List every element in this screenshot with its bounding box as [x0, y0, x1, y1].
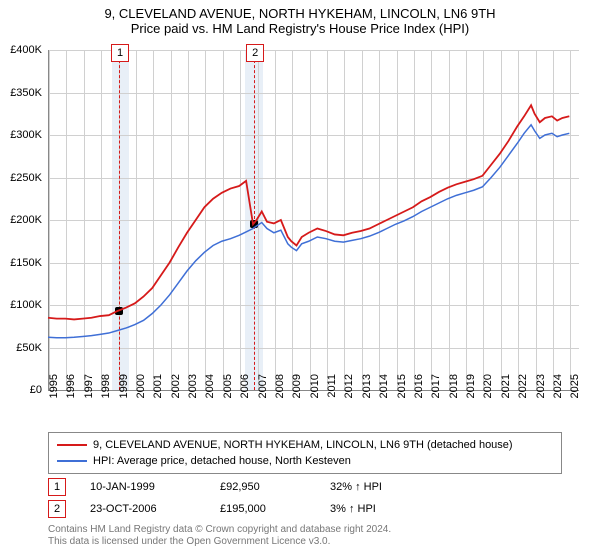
footer-line2: This data is licensed under the Open Gov… — [48, 536, 391, 548]
x-tick-label: 2002 — [170, 374, 182, 414]
x-tick-label: 2003 — [187, 374, 199, 414]
x-tick-label: 2016 — [413, 374, 425, 414]
x-tick-label: 2015 — [396, 374, 408, 414]
transaction-price: £92,950 — [220, 481, 330, 493]
transaction-date: 10-JAN-1999 — [90, 481, 220, 493]
x-tick-label: 2008 — [274, 374, 286, 414]
chart-container: 9, CLEVELAND AVENUE, NORTH HYKEHAM, LINC… — [0, 0, 600, 560]
x-tick-label: 2005 — [222, 374, 234, 414]
x-tick-label: 2014 — [378, 374, 390, 414]
x-tick-label: 2012 — [343, 374, 355, 414]
chart-area: 12 £0£50K£100K£150K£200K£250K£300K£350K£… — [48, 50, 578, 390]
title-block: 9, CLEVELAND AVENUE, NORTH HYKEHAM, LINC… — [0, 0, 600, 36]
x-tick-label: 2011 — [326, 374, 338, 414]
legend-row: 9, CLEVELAND AVENUE, NORTH HYKEHAM, LINC… — [57, 437, 553, 453]
legend-box: 9, CLEVELAND AVENUE, NORTH HYKEHAM, LINC… — [48, 432, 562, 474]
x-tick-label: 1997 — [83, 374, 95, 414]
x-tick-label: 1996 — [65, 374, 77, 414]
transaction-price: £195,000 — [220, 503, 330, 515]
x-tick-label: 2001 — [152, 374, 164, 414]
legend-swatch — [57, 444, 87, 446]
y-tick-label: £400K — [0, 44, 42, 56]
line-layer — [48, 50, 578, 390]
footer-attribution: Contains HM Land Registry data © Crown c… — [48, 524, 391, 548]
transaction-delta: 3% ↑ HPI — [330, 503, 440, 515]
transaction-delta: 32% ↑ HPI — [330, 481, 440, 493]
y-tick-label: £200K — [0, 214, 42, 226]
transaction-flag: 1 — [48, 478, 66, 496]
x-tick-label: 2024 — [552, 374, 564, 414]
y-tick-label: £0 — [0, 384, 42, 396]
x-tick-label: 2019 — [465, 374, 477, 414]
y-tick-label: £100K — [0, 299, 42, 311]
x-tick-label: 2000 — [135, 374, 147, 414]
x-tick-label: 2010 — [309, 374, 321, 414]
legend-label: HPI: Average price, detached house, Nort… — [93, 455, 351, 467]
transaction-row: 2 23-OCT-2006£195,0003% ↑ HPI — [48, 498, 558, 520]
x-tick-label: 2006 — [239, 374, 251, 414]
x-tick-label: 2022 — [517, 374, 529, 414]
legend-swatch — [57, 460, 87, 462]
x-tick-label: 1995 — [48, 374, 60, 414]
series-line — [48, 125, 569, 338]
x-tick-label: 2021 — [500, 374, 512, 414]
series-line — [48, 105, 569, 319]
transaction-table: 1 10-JAN-1999£92,95032% ↑ HPI 2 23-OCT-2006… — [48, 476, 558, 520]
x-tick-label: 2013 — [361, 374, 373, 414]
y-tick-label: £300K — [0, 129, 42, 141]
legend-row: HPI: Average price, detached house, Nort… — [57, 453, 553, 469]
transaction-date: 23-OCT-2006 — [90, 503, 220, 515]
legend-label: 9, CLEVELAND AVENUE, NORTH HYKEHAM, LINC… — [93, 439, 513, 451]
title-subtitle: Price paid vs. HM Land Registry's House … — [0, 21, 600, 36]
y-tick-label: £50K — [0, 342, 42, 354]
x-tick-label: 2004 — [204, 374, 216, 414]
x-tick-label: 2017 — [430, 374, 442, 414]
footer-line1: Contains HM Land Registry data © Crown c… — [48, 524, 391, 536]
x-tick-label: 2020 — [482, 374, 494, 414]
transaction-flag: 2 — [48, 500, 66, 518]
x-tick-label: 2025 — [569, 374, 581, 414]
transaction-row: 1 10-JAN-1999£92,95032% ↑ HPI — [48, 476, 558, 498]
x-tick-label: 2007 — [257, 374, 269, 414]
x-tick-label: 1999 — [118, 374, 130, 414]
y-tick-label: £250K — [0, 172, 42, 184]
x-tick-label: 2009 — [291, 374, 303, 414]
y-tick-label: £150K — [0, 257, 42, 269]
x-tick-label: 1998 — [100, 374, 112, 414]
title-address: 9, CLEVELAND AVENUE, NORTH HYKEHAM, LINC… — [0, 6, 600, 21]
x-tick-label: 2023 — [535, 374, 547, 414]
x-tick-label: 2018 — [448, 374, 460, 414]
y-tick-label: £350K — [0, 87, 42, 99]
